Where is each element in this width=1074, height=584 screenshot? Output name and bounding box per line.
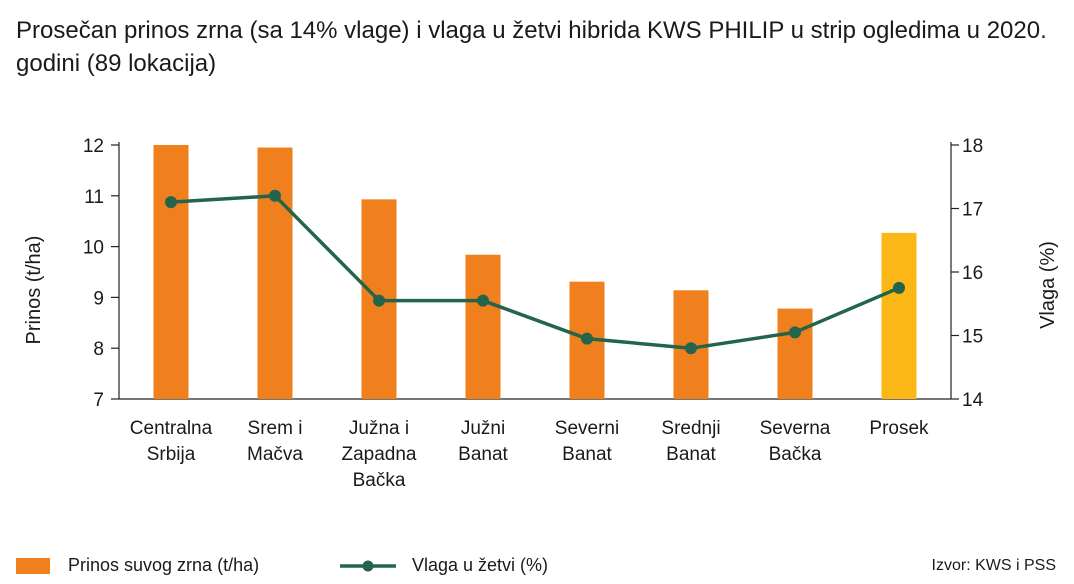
y-tick-label-right: 17 (962, 200, 983, 221)
y-tick-label-left: 9 (93, 288, 104, 309)
y-tick-label-right: 16 (962, 263, 983, 284)
y-tick-label-right: 14 (962, 390, 984, 411)
moisture-point (581, 332, 593, 345)
chart-title: Prosečan prinos zrna (sa 14% vlage) i vl… (16, 17, 1047, 77)
x-tick-label: Južna i Zapadna Bačka (341, 418, 416, 491)
y-tick-label-right: 18 (962, 136, 983, 157)
y-tick-label-left: 12 (83, 136, 104, 157)
y-axis-title-right: Vlaga (%) (1037, 241, 1059, 329)
y-axis-title-left: Prinos (t/ha) (23, 236, 45, 345)
chart-area: 7 8 9 10 11 12 14 15 16 17 18 Prinos (t/ha) Vlaga (%… (23, 136, 1059, 491)
moisture-line (170, 194, 900, 350)
bar (777, 308, 813, 399)
x-tick-label: Južni Banat (458, 418, 508, 465)
y-tick-label-left: 10 (83, 238, 104, 259)
x-tick-label: Centralna Srbija (130, 418, 213, 465)
legend-line-swatch (340, 560, 396, 572)
source-note: Izvor: KWS i PSS (931, 557, 1056, 574)
legend-bar-swatch (16, 558, 50, 574)
moisture-point (893, 281, 905, 294)
y-tick-label-left: 8 (93, 339, 104, 360)
x-tick-label: Srem i Mačva (247, 418, 303, 465)
legend-line-marker (362, 560, 374, 572)
moisture-point (477, 294, 489, 307)
x-tick-label: Srednji Banat (661, 418, 720, 465)
y-tick-label-right: 15 (962, 327, 983, 348)
legend-line-label: Vlaga u žetvi (%) (412, 555, 549, 575)
y-tick-label-left: 7 (93, 390, 104, 411)
bar (465, 254, 501, 399)
moisture-point (373, 294, 385, 307)
x-tick-label: Prosek (869, 418, 929, 439)
moisture-point (269, 189, 281, 202)
bar (153, 145, 189, 399)
x-tick-label: Severna Bačka (760, 418, 831, 465)
moisture-point (165, 196, 177, 209)
legend: Prinos suvog zrna (t/ha) Vlaga u žetvi (… (0, 554, 1074, 580)
moisture-point (685, 342, 697, 355)
y-tick-label-left: 11 (84, 187, 104, 208)
bar (881, 232, 917, 399)
bar (257, 147, 293, 399)
legend-bar-label: Prinos suvog zrna (t/ha) (68, 555, 260, 575)
x-tick-label: Severni Banat (555, 418, 619, 465)
moisture-point (789, 326, 801, 339)
